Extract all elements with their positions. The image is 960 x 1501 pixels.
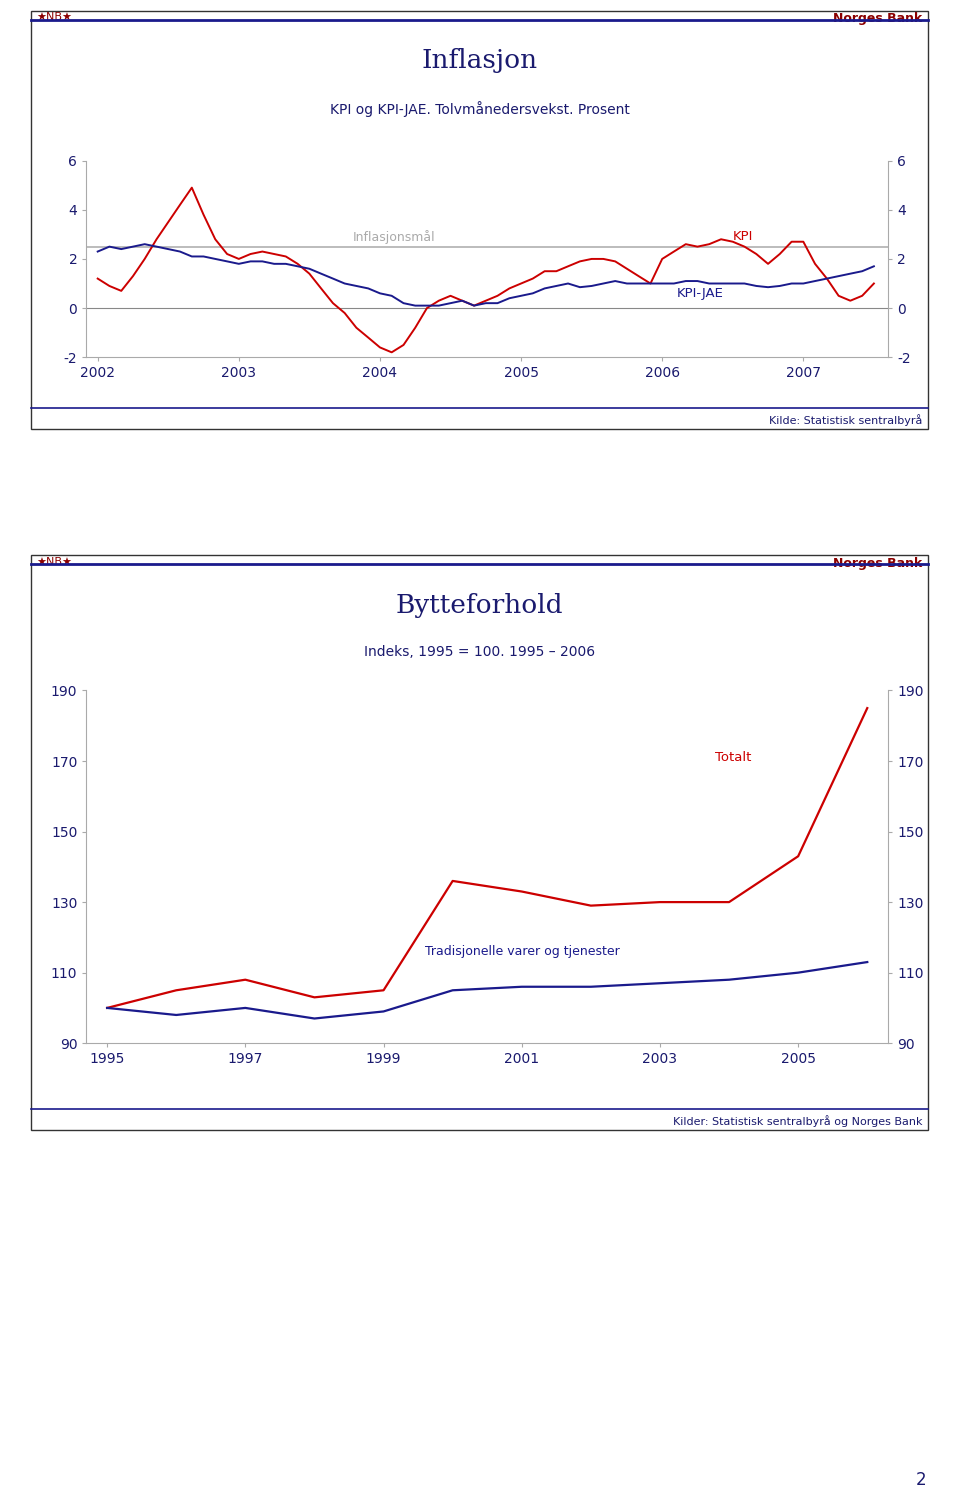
Text: Tradisjonelle varer og tjenester: Tradisjonelle varer og tjenester [425,946,620,958]
Text: ★NB★: ★NB★ [36,557,72,567]
Text: KPI: KPI [732,230,754,243]
Text: Norges Bank: Norges Bank [833,12,923,26]
Text: 2: 2 [916,1471,926,1489]
Text: KPI og KPI-JAE. Tolvmånedersvekst. Prosent: KPI og KPI-JAE. Tolvmånedersvekst. Prose… [329,101,630,117]
Text: Kilder: Statistisk sentralbyrå og Norges Bank: Kilder: Statistisk sentralbyrå og Norges… [673,1115,923,1127]
Text: Inflasjon: Inflasjon [421,48,538,74]
Text: Indeks, 1995 = 100. 1995 – 2006: Indeks, 1995 = 100. 1995 – 2006 [364,645,595,659]
Text: Norges Bank: Norges Bank [833,557,923,570]
Text: ★NB★: ★NB★ [36,12,72,23]
Text: Bytteforhold: Bytteforhold [396,593,564,618]
Text: Inflasjonsmål: Inflasjonsmål [352,230,436,243]
Text: KPI-JAE: KPI-JAE [676,287,723,300]
Text: Kilde: Statistisk sentralbyrå: Kilde: Statistisk sentralbyrå [769,414,923,426]
Text: Totalt: Totalt [715,750,752,764]
